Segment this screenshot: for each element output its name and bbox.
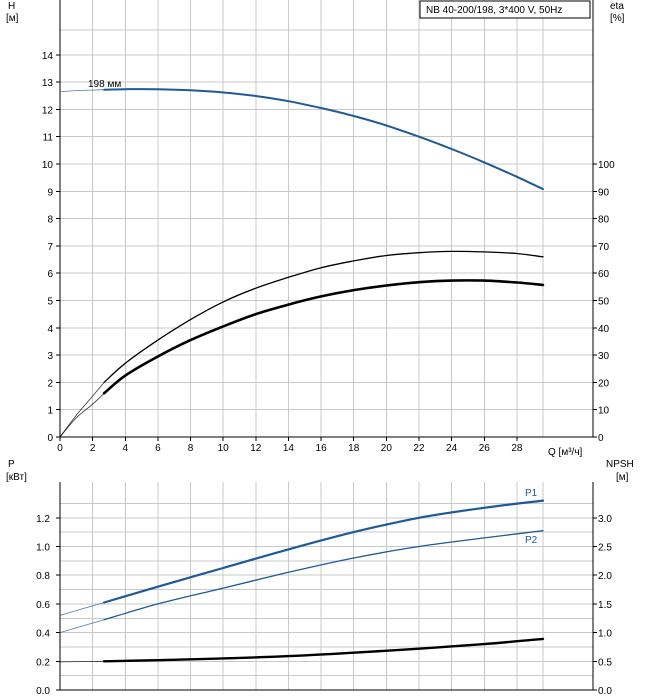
top-left-tick-label: 10 [42, 160, 54, 171]
curve-label-198mm: 198 мм [88, 79, 121, 90]
x-tick-label: 8 [188, 443, 194, 454]
bottom-left-tick-label: 0.4 [36, 629, 50, 640]
top-right-tick-label: 60 [598, 269, 610, 280]
bottom-series-line-2 [102, 637, 545, 663]
bottom-left-tick-label: 0.0 [36, 686, 50, 697]
top-left-tick-label: 13 [42, 78, 54, 89]
bottom-left-tick-label: 0.8 [36, 571, 50, 582]
top-right-tick-label: 0 [598, 433, 604, 444]
x-tick-label: 10 [218, 443, 230, 454]
top-right-tick-label: 80 [598, 215, 610, 226]
bottom-right-tick-label: 2.5 [598, 543, 612, 554]
top-right-axis-label: eta [610, 1, 624, 12]
bottom-right-axis-label: NPSH [606, 459, 634, 470]
axes [56, 0, 597, 691]
bottom-left-axis-unit: [кВт] [6, 472, 27, 483]
curve-label-p1: P1 [525, 488, 538, 499]
bottom-series-extension-1 [59, 619, 105, 633]
legend-box: NB 40-200/198, 3*400 V, 50Hz [419, 0, 591, 19]
top-right-tick-label: 30 [598, 351, 610, 362]
bottom-series-extension-0 [59, 602, 105, 616]
x-tick-label: 14 [283, 443, 295, 454]
chart-title: NB 40-200/198, 3*400 V, 50Hz [426, 5, 562, 16]
top-left-axis-unit: [м] [6, 13, 19, 24]
x-tick-label: 0 [57, 443, 63, 454]
curve-label-p2: P2 [525, 535, 538, 546]
top-left-tick-label: 1 [47, 406, 53, 417]
x-tick-label: 16 [316, 443, 328, 454]
top-grid [59, 0, 593, 438]
bottom-right-tick-label: 0.5 [598, 657, 612, 668]
top-series-line-2 [102, 279, 545, 395]
bottom-right-tick-label: 2.0 [598, 571, 612, 582]
top-left-tick-label: 6 [47, 269, 53, 280]
top-left-tick-label: 11 [43, 133, 54, 144]
top-left-tick-label: 7 [47, 242, 53, 253]
top-left-tick-label: 12 [42, 105, 54, 116]
top-right-tick-label: 20 [598, 378, 610, 389]
top-left-tick-label: 9 [47, 187, 53, 198]
x-tick-label: 24 [446, 443, 458, 454]
bottom-series-line-1 [103, 530, 544, 621]
bottom-left-axis-label: P [8, 459, 15, 470]
top-right-tick-label: 90 [598, 187, 610, 198]
x-tick-label: 4 [122, 443, 128, 454]
x-tick-label: 22 [413, 443, 425, 454]
top-left-axis-label: H [8, 1, 15, 12]
top-right-tick-label: 40 [598, 324, 610, 335]
top-right-tick-label: 10 [598, 406, 610, 417]
bottom-left-tick-label: 0.6 [36, 600, 50, 611]
bottom-right-tick-label: 1.0 [598, 629, 612, 640]
top-left-tick-label: 3 [47, 351, 53, 362]
top-right-axis-unit: [%] [610, 13, 625, 24]
top-right-tick-label: 50 [598, 297, 610, 308]
top-left-tick-label: 2 [47, 378, 53, 389]
tick-labels: 0123456789101112131401020304050607080901… [36, 51, 615, 697]
x-axis-label: Q [м³/ч] [548, 447, 583, 458]
bottom-right-axis-unit: [м] [616, 472, 629, 483]
top-left-tick-label: 0 [47, 433, 53, 444]
top-series-extension-0 [59, 89, 105, 93]
x-tick-label: 20 [381, 443, 393, 454]
top-series-line-0 [103, 88, 544, 191]
bottom-left-tick-label: 1.2 [36, 514, 50, 525]
top-series-line-1 [103, 250, 544, 384]
bottom-series-extension-2 [59, 660, 105, 663]
bottom-left-tick-label: 1.0 [36, 543, 50, 554]
top-left-tick-label: 4 [47, 324, 53, 335]
x-tick-label: 18 [348, 443, 360, 454]
bottom-series-line-0 [103, 499, 545, 604]
x-tick-label: 6 [155, 443, 161, 454]
x-tick-label: 12 [250, 443, 262, 454]
bottom-left-tick-label: 0.2 [36, 657, 50, 668]
curves [59, 88, 545, 663]
bottom-right-tick-label: 3.0 [598, 514, 612, 525]
x-tick-label: 2 [90, 443, 96, 454]
top-series-extension-2 [59, 393, 105, 438]
x-tick-label: 26 [479, 443, 491, 454]
bottom-right-tick-label: 1.5 [598, 600, 612, 611]
top-left-tick-label: 14 [42, 51, 54, 62]
top-left-tick-label: 5 [47, 297, 53, 308]
top-right-tick-label: 70 [598, 242, 610, 253]
top-right-tick-label: 100 [598, 160, 615, 171]
top-series-extension-1 [59, 382, 105, 438]
x-tick-label: 28 [511, 443, 523, 454]
top-left-tick-label: 8 [47, 215, 53, 226]
bottom-right-tick-label: 0.0 [598, 686, 612, 697]
bottom-grid [59, 482, 593, 691]
